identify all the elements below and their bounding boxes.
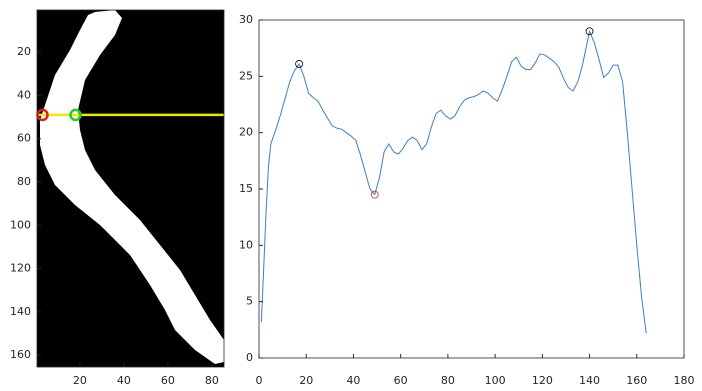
x-tick-label: 60	[161, 374, 175, 387]
y-tick-label: 10	[239, 238, 253, 251]
marker	[36, 108, 49, 122]
data-line	[260, 29, 647, 334]
x-tick-label: 120	[532, 374, 553, 387]
marker	[295, 60, 304, 68]
x-tick-label: 160	[626, 374, 647, 387]
x-tick-label: 180	[674, 374, 695, 387]
x-tick-label: 140	[579, 374, 600, 387]
y-tick-label: 5	[246, 295, 253, 308]
y-tick-label: 140	[10, 305, 31, 318]
x-tick-label: 20	[73, 374, 87, 387]
axes-box	[258, 19, 685, 359]
y-tick-label: 40	[17, 88, 31, 101]
y-tick-label: 15	[239, 182, 253, 195]
axes-box	[36, 9, 225, 368]
y-tick-label: 0	[246, 351, 253, 364]
y-tick-label: 20	[17, 45, 31, 58]
y-tick-label: 60	[17, 132, 31, 145]
marker	[585, 27, 594, 36]
x-tick-label: 40	[117, 374, 131, 387]
mask-shape	[40, 10, 224, 364]
marker	[370, 190, 379, 199]
x-tick-label: 40	[346, 374, 360, 387]
y-tick-label: 30	[239, 13, 253, 26]
x-tick-label: 20	[299, 374, 313, 387]
x-tick-label: 80	[205, 374, 219, 387]
y-tick-label: 120	[10, 262, 31, 275]
y-tick-label: 160	[10, 348, 31, 361]
x-tick-label: 100	[485, 374, 506, 387]
y-tick-label: 25	[239, 69, 253, 82]
x-tick-label: 80	[441, 374, 455, 387]
x-tick-label: 60	[394, 374, 408, 387]
y-tick-label: 20	[239, 126, 253, 139]
y-tick-label: 80	[17, 175, 31, 188]
marker	[69, 108, 82, 122]
x-tick-label: 0	[256, 374, 263, 387]
y-tick-label: 100	[10, 218, 31, 231]
